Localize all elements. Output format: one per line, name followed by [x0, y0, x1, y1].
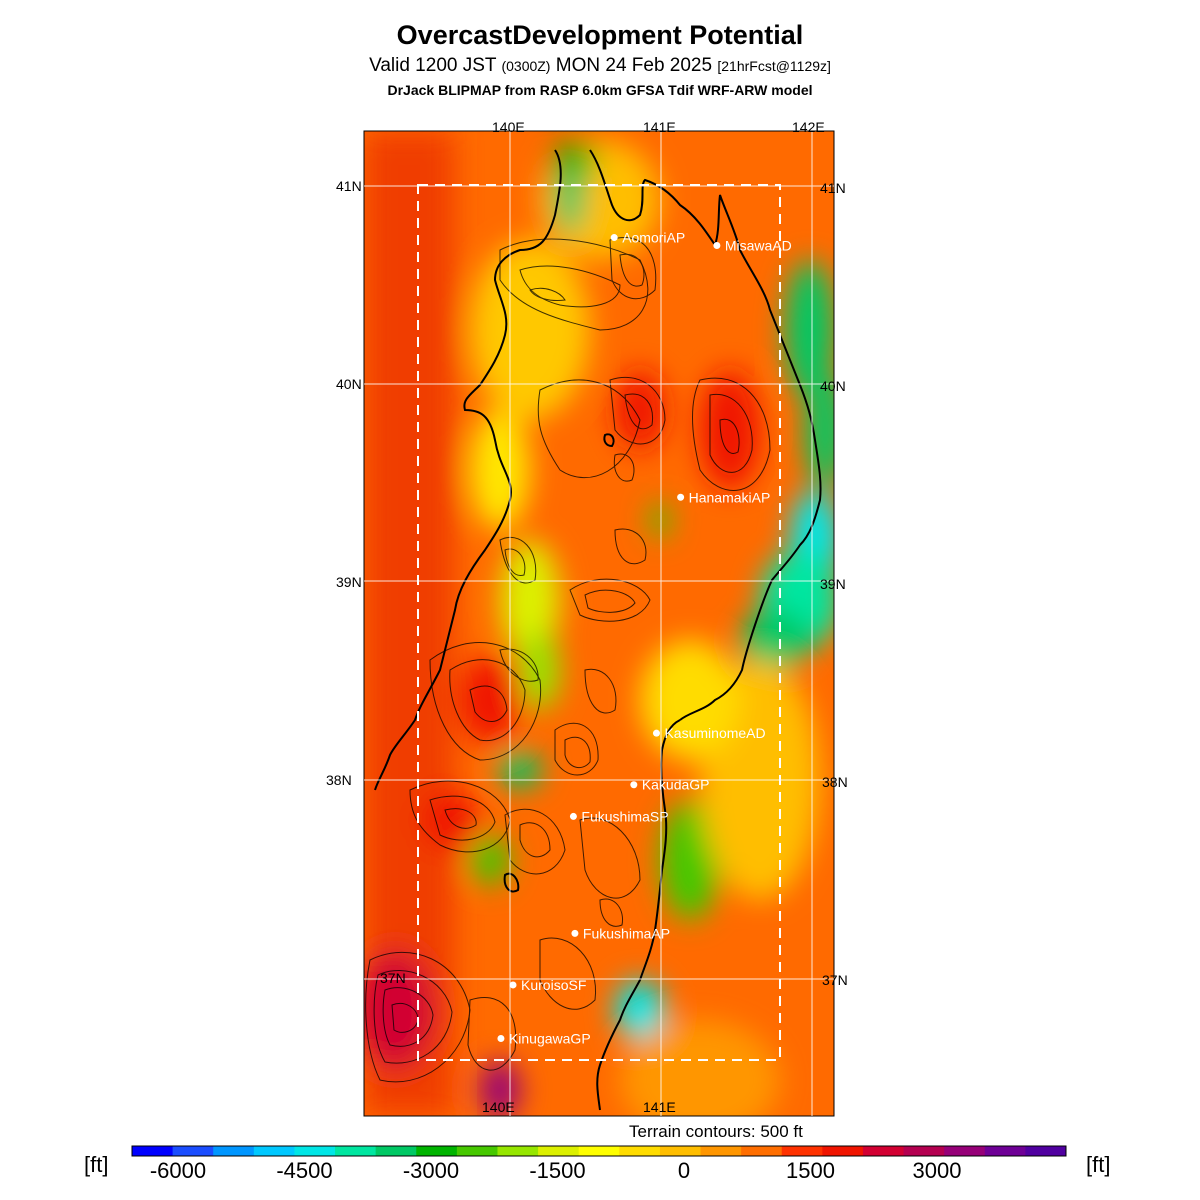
site-label-kakudagp: KakudaGP	[642, 777, 710, 793]
terrain-contours	[365, 236, 771, 1083]
site-label-fukushimasp: FukushimaSP	[581, 808, 668, 824]
inner-domain-boundary	[417, 184, 781, 1061]
map-frame	[363, 130, 835, 1117]
site-markers: AomoriAP MisawaAD HanamakiAP KasuminomeAD Ka…	[497, 230, 792, 1046]
terrain-contour-note: Terrain contours: 500 ft	[629, 1122, 803, 1141]
site-label-misawaad: MisawaAD	[725, 237, 792, 253]
lat-label-right-41n: 41N	[820, 180, 846, 196]
lon-label-top-140e: 140E	[492, 119, 525, 135]
lat-label-left-38n: 38N	[326, 772, 352, 788]
lat-label-left-40n: 40N	[336, 376, 362, 392]
valid-time-subtitle: Valid 1200 JST (0300Z) MON 24 Feb 2025 […	[0, 55, 1200, 77]
lat-label-right-39n: 39N	[820, 576, 846, 592]
site-marker-kinugawagp	[497, 1034, 505, 1042]
lon-label-bottom-140e: 140E	[482, 1099, 515, 1115]
site-marker-misawaad	[713, 241, 721, 249]
site-marker-aomoriap	[610, 234, 618, 242]
colorbar-unit-left: [ft]	[84, 1152, 109, 1177]
lon-label-bottom-141e: 141E	[643, 1099, 676, 1115]
chart-title: OvercastDevelopment Potential	[396, 20, 804, 50]
site-marker-fukushimasp	[569, 812, 577, 820]
lon-label-top-141e: 141E	[643, 119, 676, 135]
valid-time-label: Valid 1200 JST	[369, 55, 497, 76]
site-marker-kuroisosf	[509, 981, 517, 989]
lat-label-left-37n: 37N	[380, 970, 406, 986]
model-description: DrJack BLIPMAP from RASP 6.0km GFSA Tdif…	[387, 82, 813, 98]
lat-label-left-41n: 41N	[336, 178, 362, 194]
colorbar-unit-right: [ft]	[1086, 1152, 1111, 1177]
lon-label-top-142e: 142E	[792, 119, 825, 135]
site-label-kuroisosf: KuroisoSF	[521, 977, 586, 993]
site-label-kinugawagp: KinugawaGP	[509, 1030, 591, 1046]
lat-label-left-39n: 39N	[336, 574, 362, 590]
date-label: MON 24 Feb 2025	[555, 55, 713, 76]
site-label-fukushimaap: FukushimaAP	[583, 925, 670, 941]
lat-lon-grid	[364, 131, 834, 1116]
forecast-label: [21hrFcst@1129z]	[717, 58, 831, 74]
site-marker-kakudagp	[630, 781, 638, 789]
site-marker-kasuminomead	[652, 729, 660, 737]
site-marker-hanamakiap	[677, 493, 685, 501]
site-marker-fukushimaap	[571, 929, 579, 937]
site-label-aomoriap: AomoriAP	[622, 230, 685, 246]
grid-labels: 140E 141E 142E 140E 141E 41N 40N 39N 38N…	[326, 119, 848, 1115]
lat-label-right-40n: 40N	[820, 378, 846, 394]
overcast-potential-field	[364, 131, 834, 1116]
site-label-kasuminomead: KasuminomeAD	[664, 725, 765, 741]
site-label-hanamakiap: HanamakiAP	[689, 489, 771, 505]
utc-time-label: (0300Z)	[501, 58, 551, 74]
lat-label-right-38n: 38N	[822, 774, 848, 790]
lat-label-right-37n: 37N	[822, 972, 848, 988]
